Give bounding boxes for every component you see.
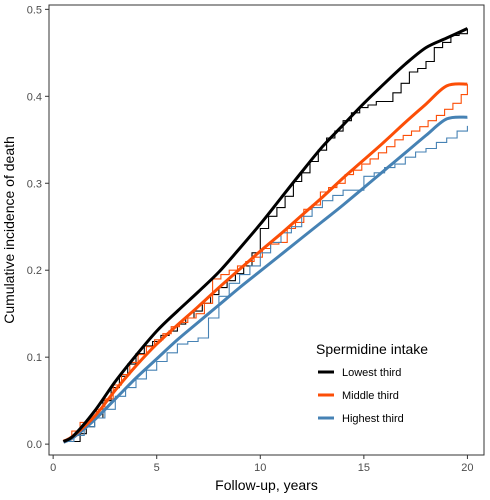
plot-panel-border <box>48 4 485 456</box>
x-tick-label: 5 <box>154 462 160 474</box>
series-step-line-1 <box>63 84 468 441</box>
x-axis-title: Follow-up, years <box>215 477 318 493</box>
x-axis: 0 5 10 15 20 <box>50 455 474 474</box>
x-tick-label: 10 <box>254 462 266 474</box>
y-tick-label: 0.0 <box>27 439 42 451</box>
legend-label-0: Lowest third <box>342 367 401 379</box>
y-axis-title: Cumulative incidence of death <box>1 136 17 324</box>
series-smooth-line-1 <box>62 82 468 443</box>
x-tick-label: 0 <box>50 462 56 474</box>
series-step-line-2 <box>63 125 468 443</box>
y-tick-label: 0.4 <box>27 91 42 103</box>
y-tick-label: 0.2 <box>27 265 42 277</box>
y-axis: 0.0 0.1 0.2 0.3 0.4 0.5 <box>27 4 49 451</box>
x-tick-label: 20 <box>461 462 473 474</box>
x-tick-label: 15 <box>358 462 370 474</box>
y-tick-label: 0.3 <box>27 178 42 190</box>
series-smooth-line-0 <box>62 27 469 443</box>
legend-label-2: Highest third <box>342 413 404 425</box>
series-smooth-line-2 <box>62 115 468 444</box>
plot-panel <box>48 4 485 456</box>
legend-title: Spermidine intake <box>316 341 428 357</box>
legend-items: Lowest third Middle third Highest third <box>318 367 404 425</box>
y-tick-label: 0.5 <box>27 4 42 16</box>
legend-label-1: Middle third <box>342 390 399 402</box>
y-tick-label: 0.1 <box>27 352 42 364</box>
legend: Spermidine intake Lowest third Middle thi… <box>316 341 428 425</box>
series-layer <box>62 27 469 444</box>
